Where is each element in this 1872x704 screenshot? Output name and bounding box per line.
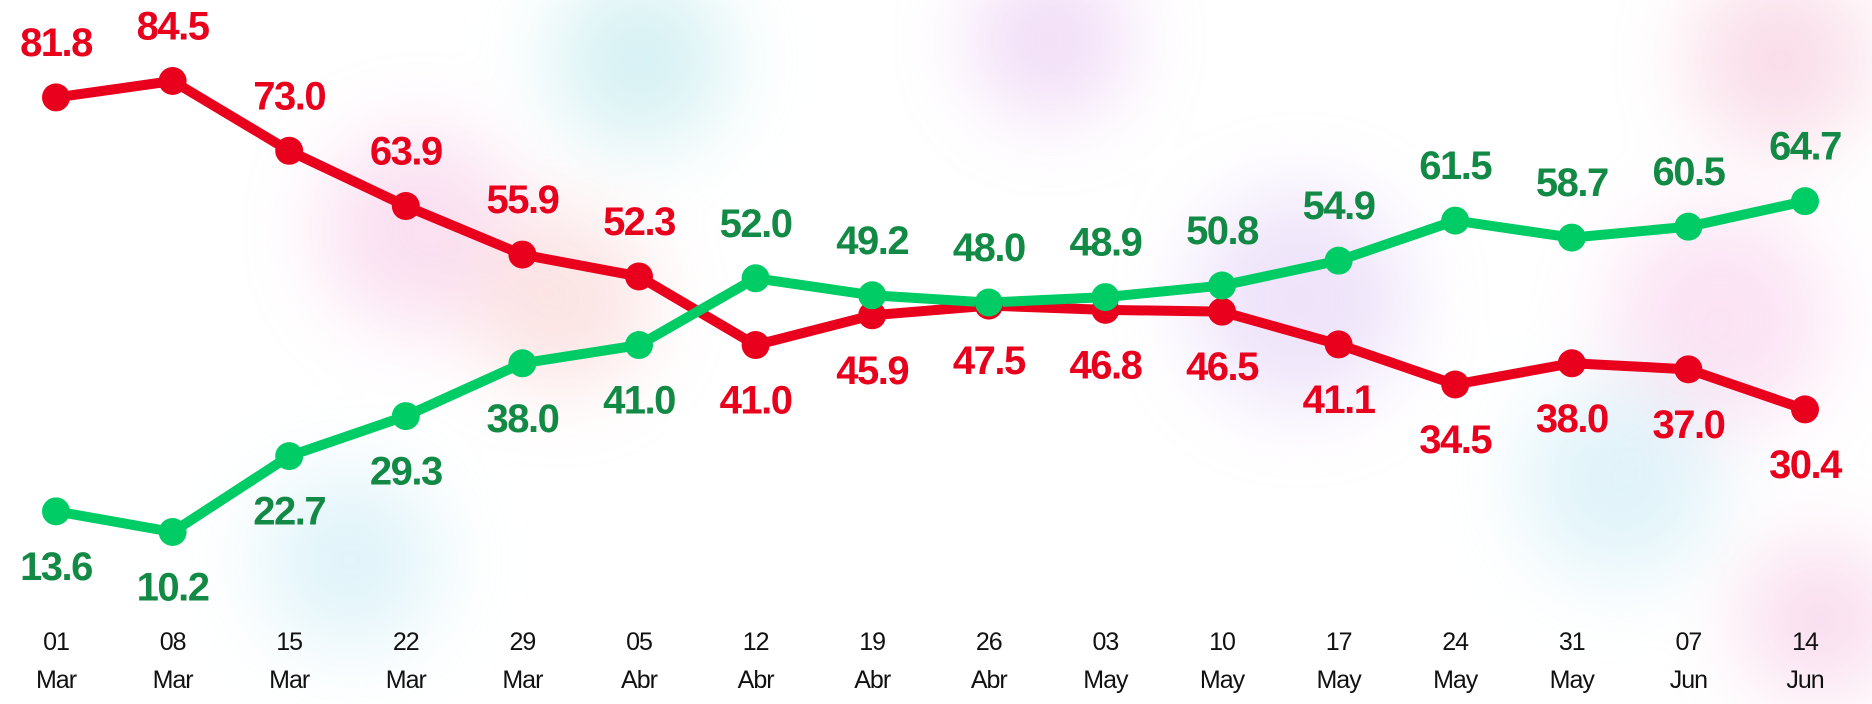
marker	[1674, 355, 1702, 383]
marker	[392, 192, 420, 220]
marker	[159, 67, 187, 95]
data-label: 30.4	[1769, 443, 1843, 487]
data-label: 41.1	[1303, 378, 1376, 422]
data-label: 63.9	[370, 130, 442, 174]
background	[260, 0, 1872, 700]
marker	[159, 518, 187, 546]
marker	[1441, 207, 1469, 235]
marker	[975, 289, 1003, 317]
marker	[1791, 187, 1819, 215]
data-label: 58.7	[1536, 161, 1608, 205]
data-label: 50.8	[1186, 209, 1259, 253]
data-label: 48.9	[1069, 221, 1141, 265]
data-label: 73.0	[253, 74, 325, 118]
data-label: 13.6	[20, 545, 92, 589]
marker	[42, 83, 70, 111]
data-label: 81.8	[20, 21, 93, 65]
marker	[42, 497, 70, 525]
data-label: 10.2	[137, 566, 209, 610]
marker	[858, 281, 886, 309]
data-label: 48.0	[953, 226, 1025, 270]
marker	[1091, 283, 1119, 311]
data-label: 61.5	[1419, 144, 1492, 188]
marker	[1791, 395, 1819, 423]
data-label: 38.0	[1536, 397, 1608, 441]
data-label: 34.5	[1419, 418, 1492, 462]
data-label: 52.3	[603, 200, 675, 244]
data-label: 38.0	[486, 397, 558, 441]
data-label: 45.9	[836, 349, 908, 393]
marker	[1441, 370, 1469, 398]
marker	[625, 331, 653, 359]
marker	[1674, 213, 1702, 241]
marker	[1208, 298, 1236, 326]
marker	[1208, 272, 1236, 300]
data-label: 52.0	[720, 202, 792, 246]
marker	[1558, 224, 1586, 252]
marker	[508, 349, 536, 377]
data-label: 49.2	[836, 219, 908, 263]
data-label: 46.5	[1186, 345, 1259, 389]
marker	[1325, 330, 1353, 358]
data-label: 41.0	[603, 379, 675, 423]
data-label: 41.0	[720, 379, 792, 423]
marker	[275, 442, 303, 470]
page: {"chart_data": { "type": "line", "catego…	[0, 0, 1872, 704]
data-label: 55.9	[486, 178, 558, 222]
series-line	[56, 81, 1805, 409]
marker	[508, 241, 536, 269]
data-label: 84.5	[137, 5, 210, 49]
data-label: 54.9	[1303, 184, 1375, 228]
data-label: 46.8	[1069, 343, 1142, 387]
data-label: 22.7	[253, 490, 325, 534]
marker	[1558, 349, 1586, 377]
marker	[275, 137, 303, 165]
data-label: 29.3	[370, 450, 442, 494]
marker	[392, 402, 420, 430]
data-label: 64.7	[1769, 125, 1841, 169]
data-label: 37.0	[1652, 403, 1724, 447]
chart: 01Mar08Mar15Mar22Mar29Mar05Abr12Abr19Abr…	[0, 0, 1872, 704]
marker	[1325, 247, 1353, 275]
marker	[625, 262, 653, 290]
data-label: 47.5	[953, 339, 1026, 383]
marker	[742, 331, 770, 359]
data-label: 60.5	[1652, 150, 1725, 194]
marker	[742, 264, 770, 292]
